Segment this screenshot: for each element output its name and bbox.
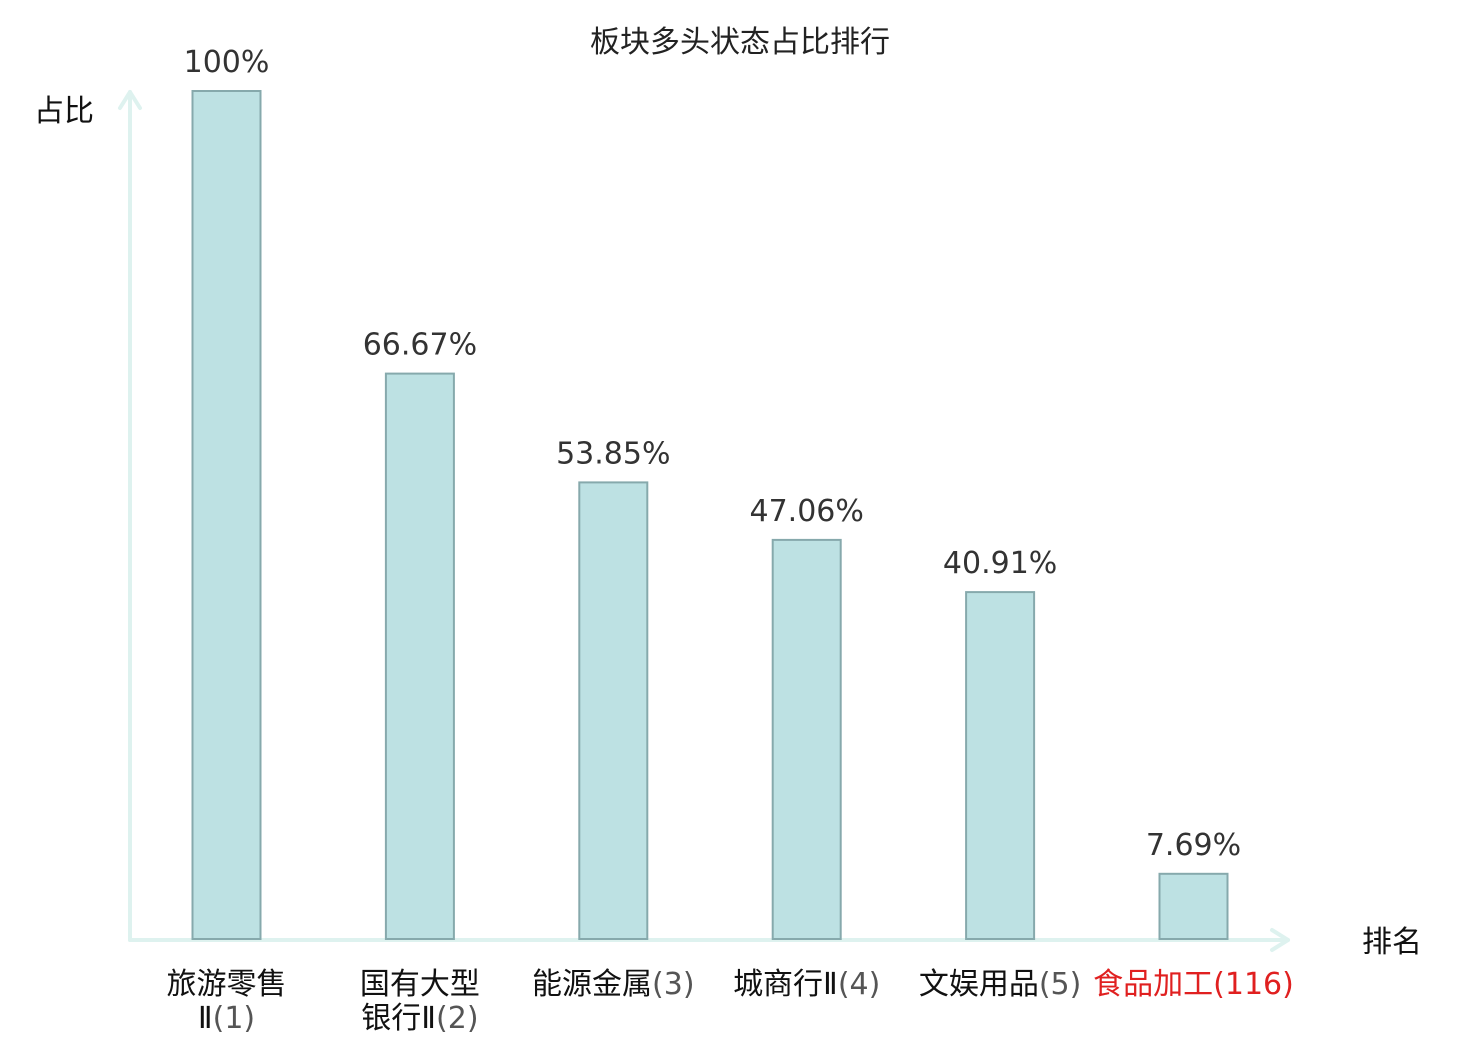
bar-5 (965, 591, 1036, 940)
bar-6 (1158, 872, 1229, 940)
x-axis-label: 排名 (1362, 925, 1422, 960)
y-axis-arrow (118, 90, 142, 110)
category-name: 文娱用品 (919, 967, 1039, 1002)
value-label-1: 100% (184, 45, 270, 80)
category-rank: (116) (1213, 967, 1294, 1002)
category-label-1-line-1: 旅游零售 (167, 967, 287, 1002)
category-name: 能源金属 (532, 967, 652, 1002)
category-name: 食品加工 (1093, 967, 1213, 1002)
category-label-5-line-1: 文娱用品(5) (919, 967, 1082, 1002)
value-label-2: 66.67% (363, 328, 477, 363)
value-label-4: 47.06% (750, 494, 864, 529)
category-rank: (3) (652, 967, 695, 1002)
bar-3 (578, 481, 649, 940)
category-name: 国有大型 (360, 967, 480, 1002)
category-rank: (5) (1039, 967, 1082, 1002)
value-labels-group: 100% 66.67% 53.85% 47.06% 40.91% 7.69% (184, 45, 1242, 863)
bar-2 (384, 372, 455, 941)
axes (118, 90, 1290, 952)
category-name: 城商行Ⅱ (733, 967, 838, 1002)
bars-group (191, 90, 1229, 941)
bar-4 (771, 538, 842, 941)
value-label-3: 53.85% (556, 436, 670, 471)
bar-1 (191, 90, 262, 940)
category-name: Ⅱ (198, 1001, 213, 1036)
category-label-6-line-1: 食品加工(116) (1093, 967, 1294, 1002)
category-label-1-line-2: Ⅱ(1) (198, 1001, 255, 1036)
y-axis-label: 占比 (34, 94, 94, 129)
category-label-3-line-1: 能源金属(3) (532, 967, 695, 1002)
x-axis-arrow (1270, 928, 1290, 952)
value-label-5: 40.91% (943, 546, 1057, 581)
category-rank: (2) (436, 1001, 479, 1036)
category-label-4-line-1: 城商行Ⅱ(4) (733, 967, 880, 1002)
category-rank: (1) (213, 1001, 256, 1036)
category-rank: (4) (838, 967, 881, 1002)
category-label-2-line-1: 国有大型 (360, 967, 480, 1002)
category-label-2-line-2: 银行Ⅱ(2) (361, 1001, 478, 1036)
chart-title: 板块多头状态占比排行 (590, 25, 890, 60)
category-name: 银行Ⅱ (361, 1001, 436, 1036)
value-label-6: 7.69% (1146, 828, 1241, 863)
category-name: 旅游零售 (167, 967, 287, 1002)
